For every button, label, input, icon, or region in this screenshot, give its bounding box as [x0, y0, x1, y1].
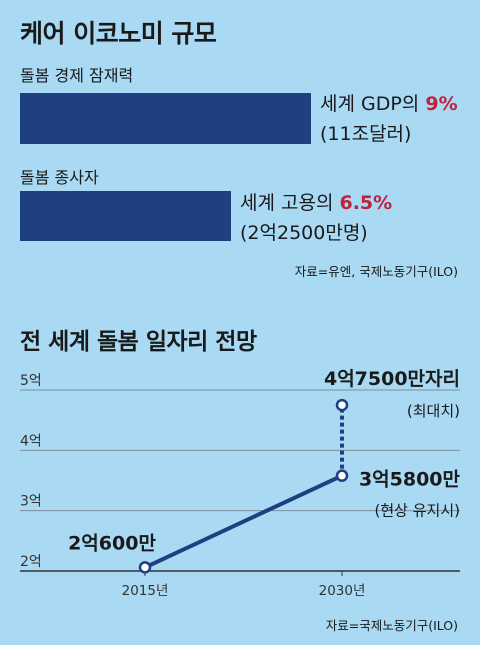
- y-tick-label: 3억: [20, 494, 42, 510]
- x-tick-label: 2015년: [122, 583, 169, 599]
- bar2-desc-prefix: 세계 고용의: [240, 192, 340, 214]
- bar1-desc-prefix: 세계 GDP의: [320, 93, 426, 115]
- annotation-2015-value: 2억600만: [68, 532, 156, 554]
- data-point-2030: [335, 469, 349, 482]
- y-tick-label: 4억: [20, 433, 42, 449]
- annotation-max-sub: (최대치): [407, 402, 460, 420]
- bar1-desc: 세계 GDP의 9%: [320, 90, 458, 118]
- data-point-2015: [138, 561, 152, 574]
- x-tick-label: 2030년: [319, 583, 366, 599]
- series-line-solid: [144, 473, 343, 570]
- bar2-desc: 세계 고용의 6.5%: [240, 189, 392, 217]
- bar2-sub: (2억2500만명): [240, 222, 368, 244]
- bar2-label: 돌봄 종사자: [20, 168, 99, 187]
- bar2-pct: 6.5%: [339, 192, 393, 214]
- bar2: [20, 191, 231, 241]
- y-tick-label: 5억: [20, 373, 42, 389]
- annotation-2030-sub: (현상 유지시): [375, 502, 460, 520]
- data-point-2030-max: [335, 398, 349, 412]
- section1-title: 케어 이코노미 규모: [20, 19, 217, 48]
- bar1-sub: (11조달러): [320, 123, 412, 145]
- bar1: [20, 93, 311, 144]
- section2-title: 전 세계 돌봄 일자리 전망: [20, 329, 257, 355]
- y-tick-label: 2억: [20, 554, 42, 570]
- bar1-pct: 9%: [425, 93, 458, 115]
- bar1-label: 돌봄 경제 잠재력: [20, 66, 134, 85]
- annotation-2030-value: 3억5800만: [359, 469, 461, 491]
- section1-source: 자료=유엔, 국제노동기구(ILO): [294, 264, 458, 279]
- section2-source: 자료=국제노동기구(ILO): [325, 618, 458, 633]
- annotation-max-value: 4억7500만자리: [324, 368, 460, 390]
